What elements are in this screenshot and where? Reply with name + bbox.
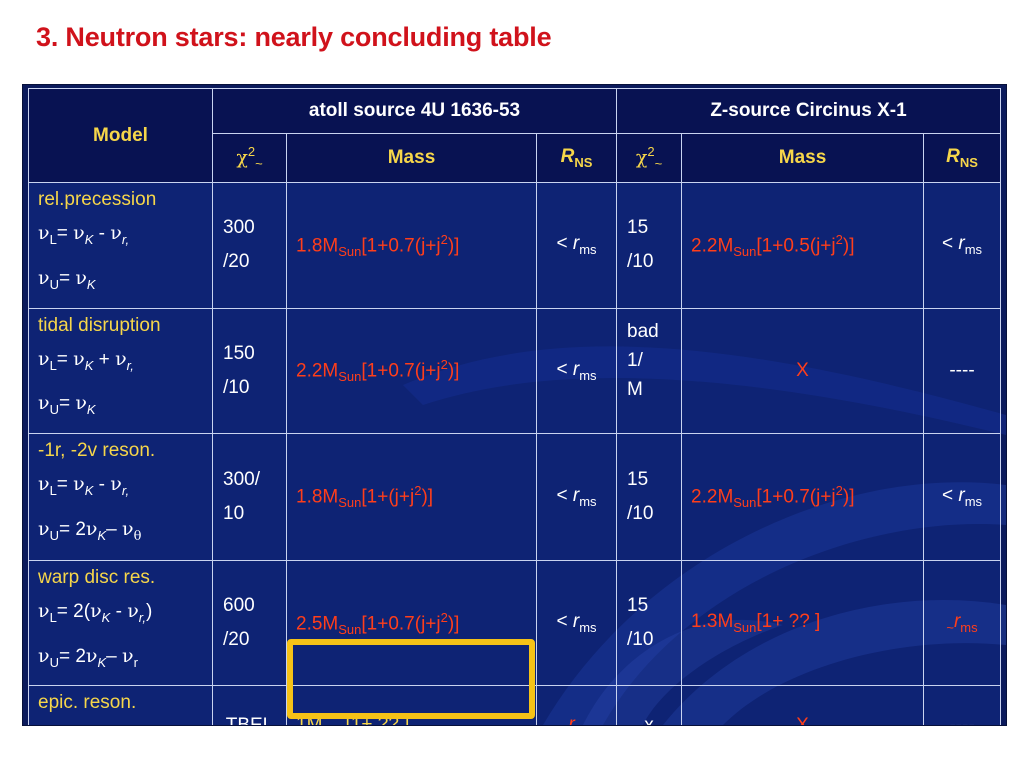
model-name: rel.precession [38,189,157,210]
z-mass-value: 2.2MSun[1+0.5(j+j2)] [681,182,925,309]
atoll-rns-value: < rms [535,559,618,687]
z-rns-value: ---- [923,307,1002,435]
model-name: warp disc res. [38,566,156,588]
model-name: tidal disruption [38,314,161,336]
model-cell: tidal disruption νL= νK + νr, νU= νK [28,307,213,435]
atoll-chi2-value: 150/10 [212,307,287,435]
atoll-mass-value: 1MSun[1+ ?? ] [286,685,537,725]
header-z-rns: RNS [923,133,1002,183]
model-comparison-table: Model atoll source 4U 1636-53 Z-source C… [28,88,1002,725]
model-cell: rel.precession νL= νK - νr, νU= νK [28,182,213,309]
z-chi2-value: 15/10 [616,559,683,687]
header-model: Model [28,88,213,183]
z-chi2-value: 15/10 [616,433,683,561]
atoll-rns-value: ~rms [535,685,618,725]
z-chi2-value: x [616,685,683,725]
slide-title: 3. Neutron stars: nearly concluding tabl… [36,22,552,52]
model-cell: -1r, -2v reson. νL= νK - νr, νU= 2νK– νθ [28,433,213,561]
header-atoll-source: atoll source 4U 1636-53 [211,88,618,134]
z-rns-value: < rms [923,433,1002,561]
table-row: -1r, -2v reson. νL= νK - νr, νU= 2νK– νθ… [28,433,1002,561]
header-atoll-mass: Mass [286,133,537,183]
model-name: -1r, -2v reson. [38,440,156,462]
z-mass-value: X [681,307,925,435]
header-z-mass: Mass [681,133,925,183]
header-z-source: Z-source Circinus X-1 [616,88,1002,134]
z-mass-value: X [681,685,925,725]
z-rns-value: < rms [923,182,1002,309]
z-rns-value: ---- [923,685,1002,725]
table-row: tidal disruption νL= νK + νr, νU= νK 150… [28,307,1002,435]
header-atoll-chi2: χ2~ [212,133,287,183]
model-cell: warp disc res. νL= 2(νK - νr,) νU= 2νK– … [28,559,213,687]
atoll-rns-value: < rms [535,433,618,561]
header-row-1: Model atoll source 4U 1636-53 Z-source C… [28,88,1002,183]
header-atoll-rns: RNS [535,133,618,183]
z-chi2-value: bad 1/M [616,307,683,435]
atoll-chi2-value: TBEL [212,685,287,725]
z-rns-value: ~rms [923,559,1002,687]
table-row: epic. reson. νL= νr,νU= νθ TBEL 1MSun[1+… [28,685,1002,725]
z-mass-value: 2.2MSun[1+0.7(j+j2)] [681,433,925,561]
header-z-chi2: χ2~ [616,133,683,183]
results-table-panel: Model atoll source 4U 1636-53 Z-source C… [22,84,1007,726]
atoll-chi2-value: 300/20 [212,182,287,309]
atoll-chi2-value: 300/10 [212,433,287,561]
atoll-rns-value: < rms [535,182,618,309]
atoll-mass-value: 2.5MSun[1+0.7(j+j2)] [286,559,537,687]
model-name: epic. reson. [38,692,137,714]
atoll-chi2-value: 600/20 [212,559,287,687]
model-cell: epic. reson. νL= νr,νU= νθ [28,685,213,725]
atoll-rns-value: < rms [535,307,618,435]
table-row: rel.precession νL= νK - νr, νU= νK 300/2… [28,182,1002,309]
atoll-mass-value: 1.8MSun[1+0.7(j+j2)] [286,182,537,309]
atoll-mass-value: 1.8MSun[1+(j+j2)] [286,433,537,561]
table-row: warp disc res. νL= 2(νK - νr,) νU= 2νK– … [28,559,1002,687]
atoll-mass-value: 2.2MSun[1+0.7(j+j2)] [286,307,537,435]
z-chi2-value: 15/10 [616,182,683,309]
header-row-2: χ2~ Mass RNS χ2~ Mass RNS [29,133,1002,183]
z-mass-value: 1.3MSun[1+ ?? ] [681,559,925,687]
